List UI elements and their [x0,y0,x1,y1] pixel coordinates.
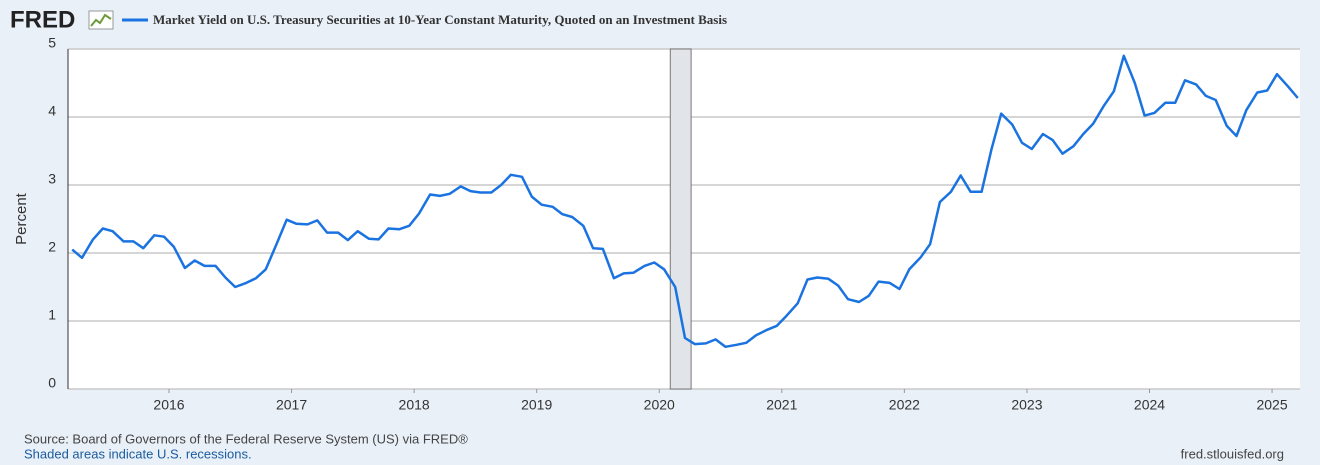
x-tick-label: 2018 [399,397,430,413]
y-tick-label: 0 [48,375,56,391]
x-tick-label: 2023 [1011,397,1042,413]
y-tick-label: 4 [48,103,56,119]
x-tick-label: 2020 [644,397,675,413]
series-line [71,54,1299,349]
x-tick-label: 2016 [153,397,184,413]
x-tick-label: 2017 [276,397,307,413]
recession-note: Shaded areas indicate U.S. recessions. [24,446,252,461]
y-axis-label: Percent [13,192,30,245]
site: fred.stlouisfed.org [1181,446,1284,461]
x-tick-label: 2025 [1256,397,1287,413]
y-tick-label: 2 [48,239,56,255]
x-tick-label: 2021 [766,397,797,413]
y-tick-label: 3 [48,171,56,187]
source: Source: Board of Governors of the Federa… [24,431,468,446]
y-tick-label: 5 [48,35,56,51]
logo: FRED [10,6,75,33]
recession-band [669,48,692,390]
logo-icon [88,10,114,30]
legend-label: Market Yield on U.S. Treasury Securities… [153,12,727,27]
x-tick-label: 2024 [1134,397,1165,413]
x-tick-label: 2019 [521,397,552,413]
x-tick-label: 2022 [889,397,920,413]
y-tick-label: 1 [48,307,56,323]
